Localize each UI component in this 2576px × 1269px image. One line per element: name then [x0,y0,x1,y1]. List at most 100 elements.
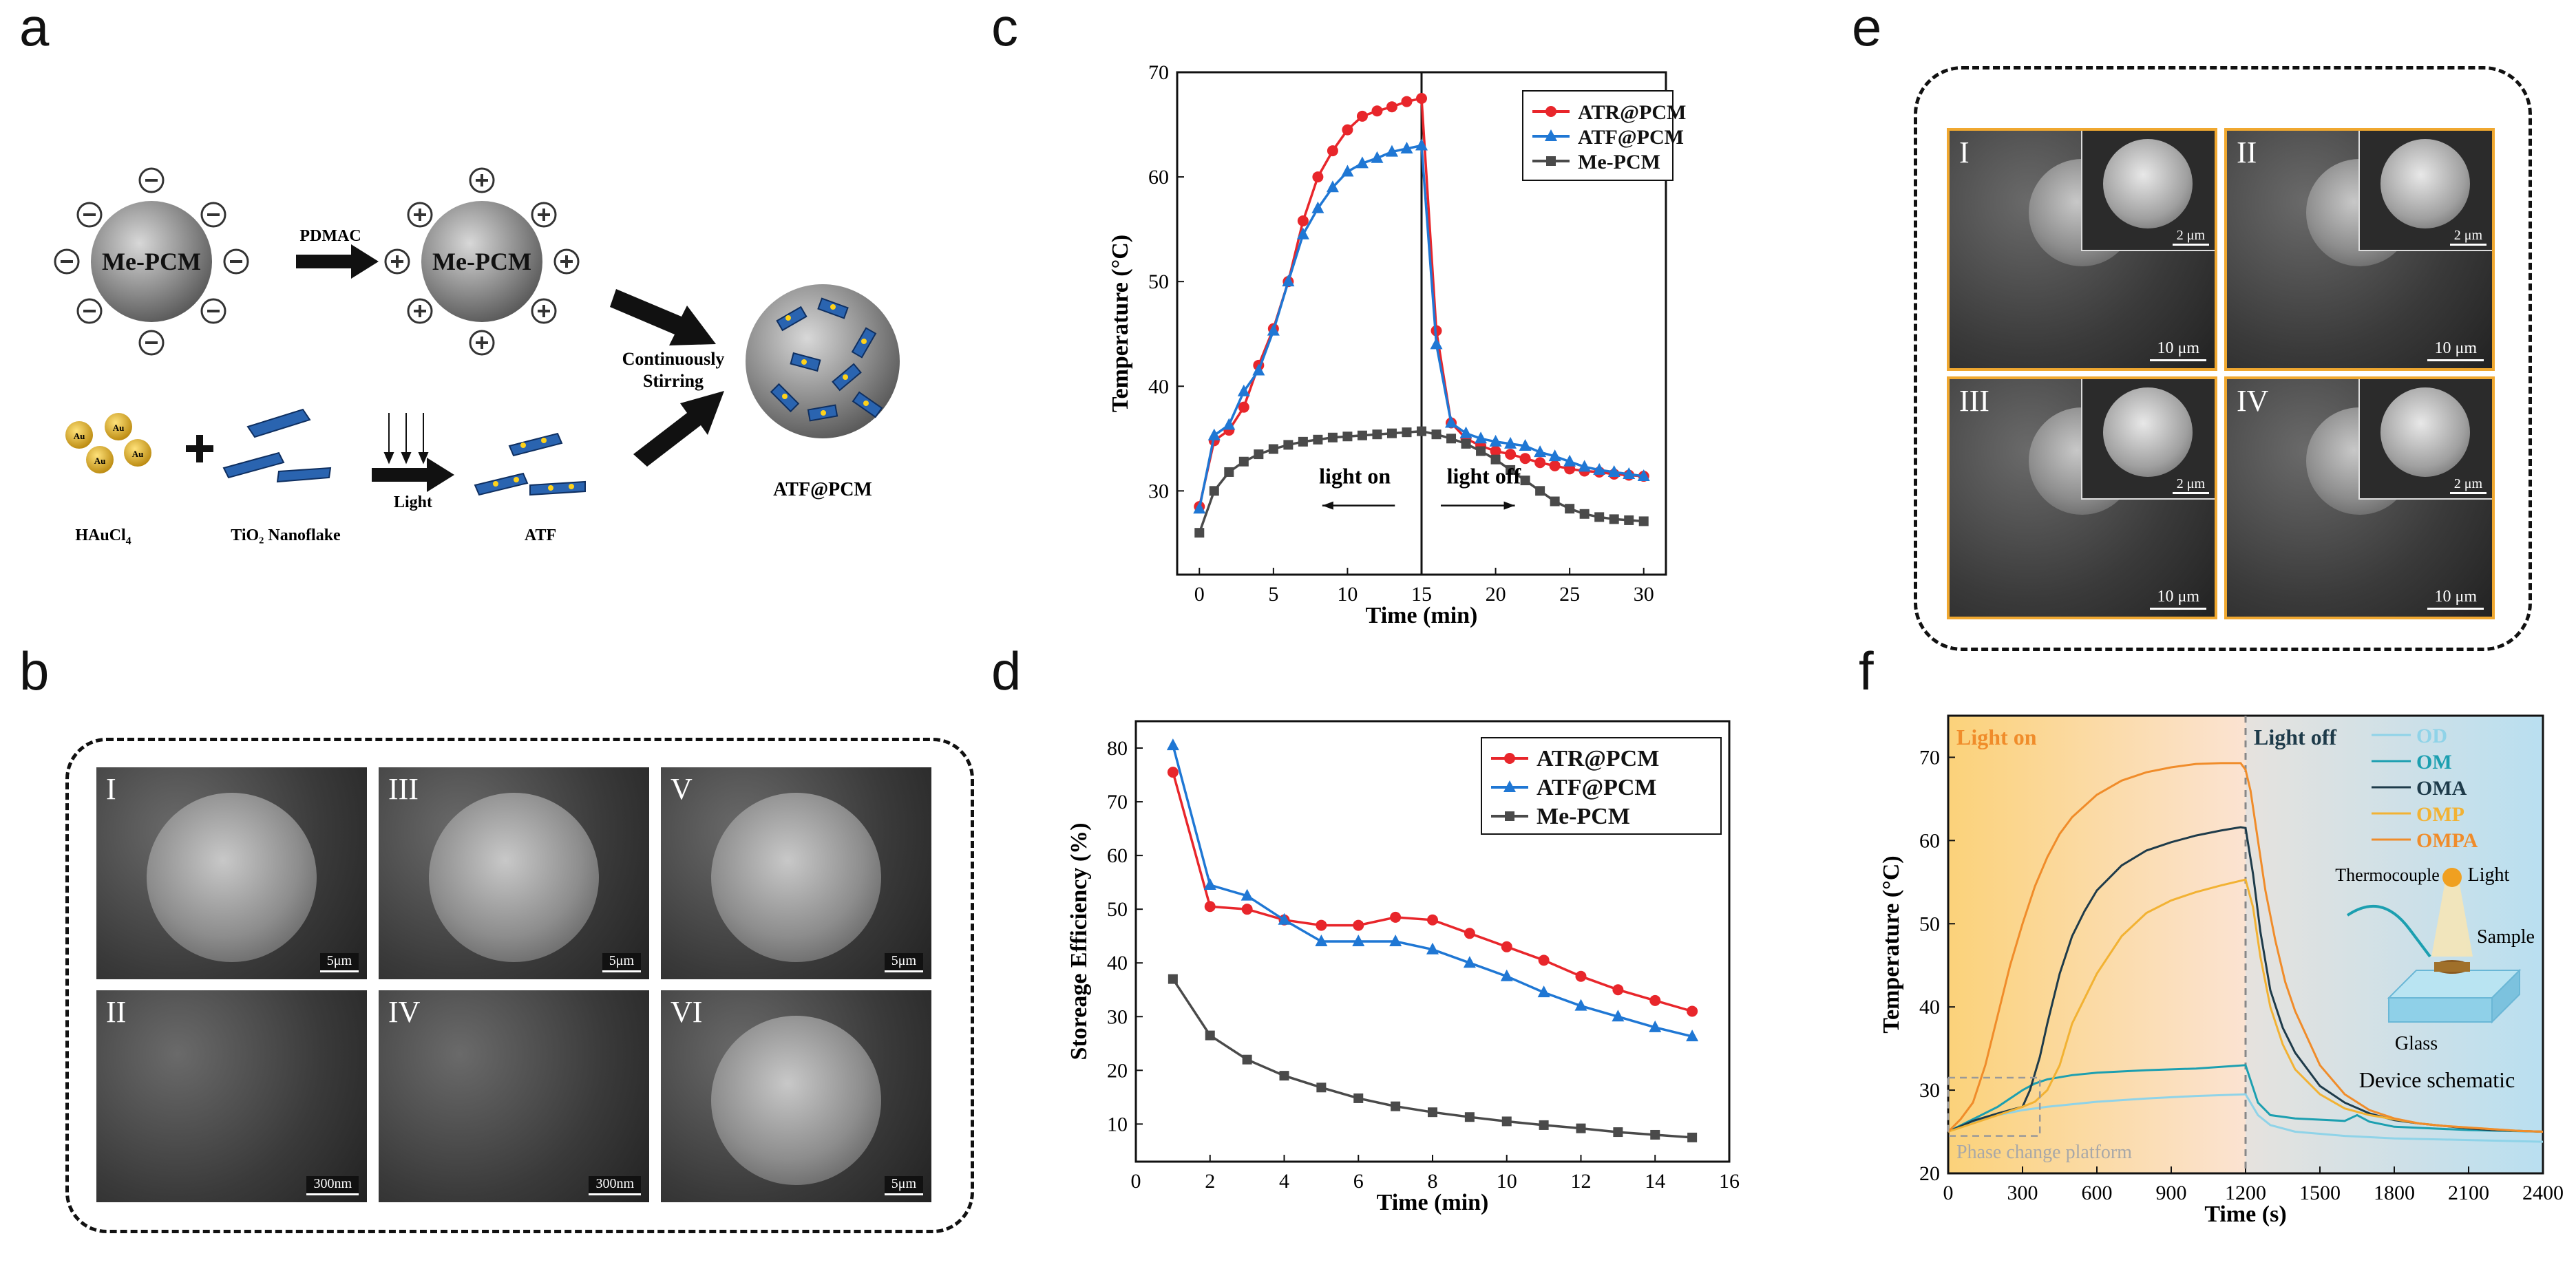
legend-label: ATR@PCM [1578,101,1686,124]
data-point [1326,180,1339,193]
data-point [1283,440,1294,450]
tile-label: II [2237,136,2257,169]
x-tick-label: 5 [1268,583,1278,606]
sem-b-grid: I 5μm III 5μm V 5μm II 300nm IV 300nm VI 5μm [96,767,950,1208]
me-pcm-positive: Me-PCM [384,167,580,356]
series-line [1947,1064,2544,1133]
inset-sphere [2380,387,2470,477]
data-point [1401,96,1413,107]
data-point [1686,1030,1699,1042]
y-tick-label: 10 [1107,1113,1128,1135]
x-tick-label: 2 [1205,1170,1215,1193]
data-point [1579,509,1590,519]
atf-pcm-sphere [746,284,900,438]
y-tick-label: 70 [1107,791,1128,813]
series-atf-pcm [1166,738,1699,1042]
x-tick-label: 2400 [2522,1182,2564,1204]
data-point [1312,171,1324,183]
data-point [1386,101,1397,113]
data-point [1400,142,1413,154]
y-tick-label: 30 [1919,1079,1940,1102]
data-point [1207,428,1221,440]
x-tick-label: 30 [1634,583,1654,606]
scale-bar: 5μm [319,953,359,972]
x-tick-label: 20 [1486,583,1506,606]
data-point [1428,1107,1437,1118]
data-point [1519,438,1532,451]
data-point [1463,956,1476,968]
tio2-flakes [222,408,332,483]
chart-d: 0 2 4 6 8 10 12 14 16 10 20 30 40 50 60 70 80 Time (min) S… [1066,720,1740,1215]
panel-label-e: e [1852,0,1882,57]
sem-tile-iv: IV 10 μm 2 μm [2224,376,2495,619]
light-source-label: Light [2468,864,2510,886]
y-tick-label: 30 [1107,1005,1128,1028]
x-tick-label: 1200 [2225,1182,2266,1204]
data-point [1464,1112,1475,1122]
inset-scale-bar: 2 μm [2172,228,2209,246]
data-point [1417,426,1426,436]
data-point [1446,434,1457,444]
light-annotations: light on light off [1319,464,1521,510]
arrow-down-right-icon [610,289,716,345]
glass-label: Glass [2395,1033,2438,1054]
tile-label: I [106,772,116,806]
y-tick-label: 30 [1148,480,1169,502]
legend-marker [1545,129,1557,141]
legend-label: OMA [2416,777,2467,800]
y-tick-label: 40 [1148,375,1169,398]
legend-marker [1546,156,1556,166]
legend-marker [1545,106,1556,117]
data-point [1638,516,1649,526]
arrow-right-icon-2 [372,458,454,492]
data-point [1504,436,1517,449]
data-point [1607,465,1620,477]
data-point [1501,1116,1512,1127]
data-point [1519,453,1531,465]
data-point [1537,985,1550,998]
x-tick-label: 0 [1943,1182,1954,1204]
inset-sphere [2102,139,2193,228]
panel-label-f: f [1859,641,1874,701]
particle-image [711,792,881,963]
continuously-label: Continuously [622,349,725,369]
data-point [1637,469,1650,482]
x-tick-label: 15 [1411,583,1432,606]
light-on-label: Light on [1956,725,2037,749]
data-point [1238,456,1249,467]
data-point [1578,460,1591,472]
data-point [1372,429,1382,440]
sem-tile-ii: II 300nm [96,990,367,1202]
data-point [1352,935,1365,946]
series-line [1947,1093,2544,1143]
series-atf-pcm [1193,138,1650,514]
svg-text:Au: Au [94,456,106,466]
panel-label-a: a [19,0,50,57]
data-point [1279,1071,1289,1081]
device-schematic-title: Device schematic [2359,1067,2515,1092]
data-point [1371,105,1383,117]
data-point [1313,434,1323,445]
legend-marker [1505,811,1514,821]
y-tick-label: 40 [1919,996,1940,1019]
me-pcm-negative: Me-PCM [54,167,249,356]
data-point [1316,1083,1327,1093]
sem-tile-i: I 10 μm 2 μm [1947,128,2217,371]
data-point [1535,486,1545,496]
particle-image [711,1015,881,1186]
sem-tile-iv: IV 300nm [379,990,649,1202]
scale-bar: 300nm [589,1176,641,1195]
data-point [1241,888,1254,901]
data-point [1426,942,1439,955]
particle-image [147,792,317,963]
plus-icon [186,435,213,462]
sem-b-frame [65,738,974,1233]
inset-scale-bar: 2 μm [2449,476,2487,494]
y-tick-label: 60 [1148,166,1169,189]
tile-label: I [1959,136,1970,169]
data-point [1209,486,1219,496]
chart-f: 0 300 600 900 1200 1500 1800 2100 2400 20 30 40 50 60… [1879,714,2564,1227]
data-point [1389,935,1402,946]
tile-label: IV [2237,384,2269,418]
data-point [1538,955,1550,966]
